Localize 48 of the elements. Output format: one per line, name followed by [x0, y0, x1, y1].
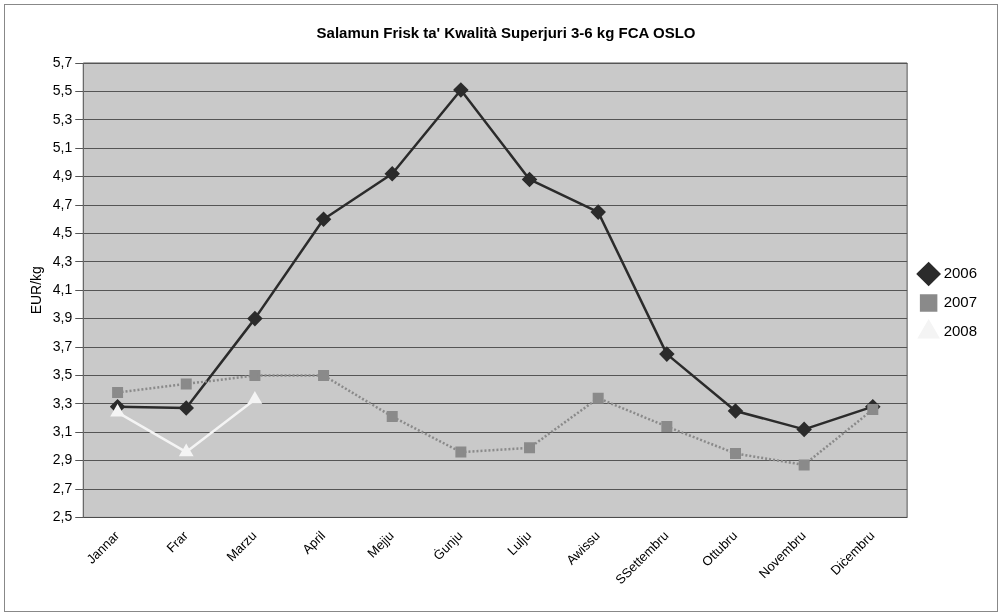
point: [111, 405, 125, 417]
point: [384, 166, 400, 182]
y-tick-label: 5,3: [52, 110, 73, 127]
y-tick-label: 3,1: [52, 423, 73, 440]
point: [592, 392, 604, 404]
point: [386, 411, 398, 423]
point: [453, 82, 469, 98]
point: [179, 444, 193, 457]
y-tick-label: 2,5: [52, 508, 73, 525]
y-tick-label: 4,9: [52, 167, 73, 184]
point: [318, 369, 330, 381]
legend-label: 2007: [943, 293, 978, 311]
y-tick-label: 3,7: [52, 337, 73, 354]
point: [179, 400, 194, 416]
point: [867, 404, 879, 415]
point: [249, 369, 261, 381]
point: [247, 311, 263, 326]
point: [590, 204, 606, 220]
y-tick-label: 4,5: [52, 224, 73, 241]
point: [798, 459, 810, 471]
point: [728, 403, 743, 419]
point: [659, 346, 675, 362]
x-tick-label: Frar: [163, 527, 192, 556]
chart-title: Salamun Frisk ta' Kwalità Superjuri 3-6 kg FCA OSLO: [316, 24, 696, 42]
point: [730, 448, 741, 460]
y-tick-label: 2,7: [52, 479, 73, 496]
y-tick-label: 3,5: [52, 366, 73, 383]
y-tick-label: 4,7: [52, 195, 73, 212]
point: [112, 386, 124, 398]
y-axis-title: EUR/kg: [28, 266, 45, 315]
y-tick-label: 4,3: [52, 252, 73, 269]
point: [522, 172, 537, 187]
point: [455, 446, 467, 458]
y-tick-label: 5,5: [52, 82, 73, 99]
y-tick-label: 5,1: [52, 139, 73, 156]
point: [796, 422, 812, 437]
point: [316, 211, 331, 227]
y-tick-label: 5,7: [52, 53, 73, 70]
point: [524, 442, 536, 454]
point: [180, 378, 192, 390]
point: [661, 421, 673, 433]
point: [248, 392, 262, 404]
y-tick-label: 2,9: [52, 451, 73, 468]
y-tick-label: 3,3: [52, 394, 73, 411]
legend-label: 2006: [943, 264, 978, 282]
legend-label: 2008: [943, 322, 978, 340]
y-tick-label: 4,1: [52, 281, 73, 298]
y-tick-label: 3,9: [52, 309, 73, 326]
